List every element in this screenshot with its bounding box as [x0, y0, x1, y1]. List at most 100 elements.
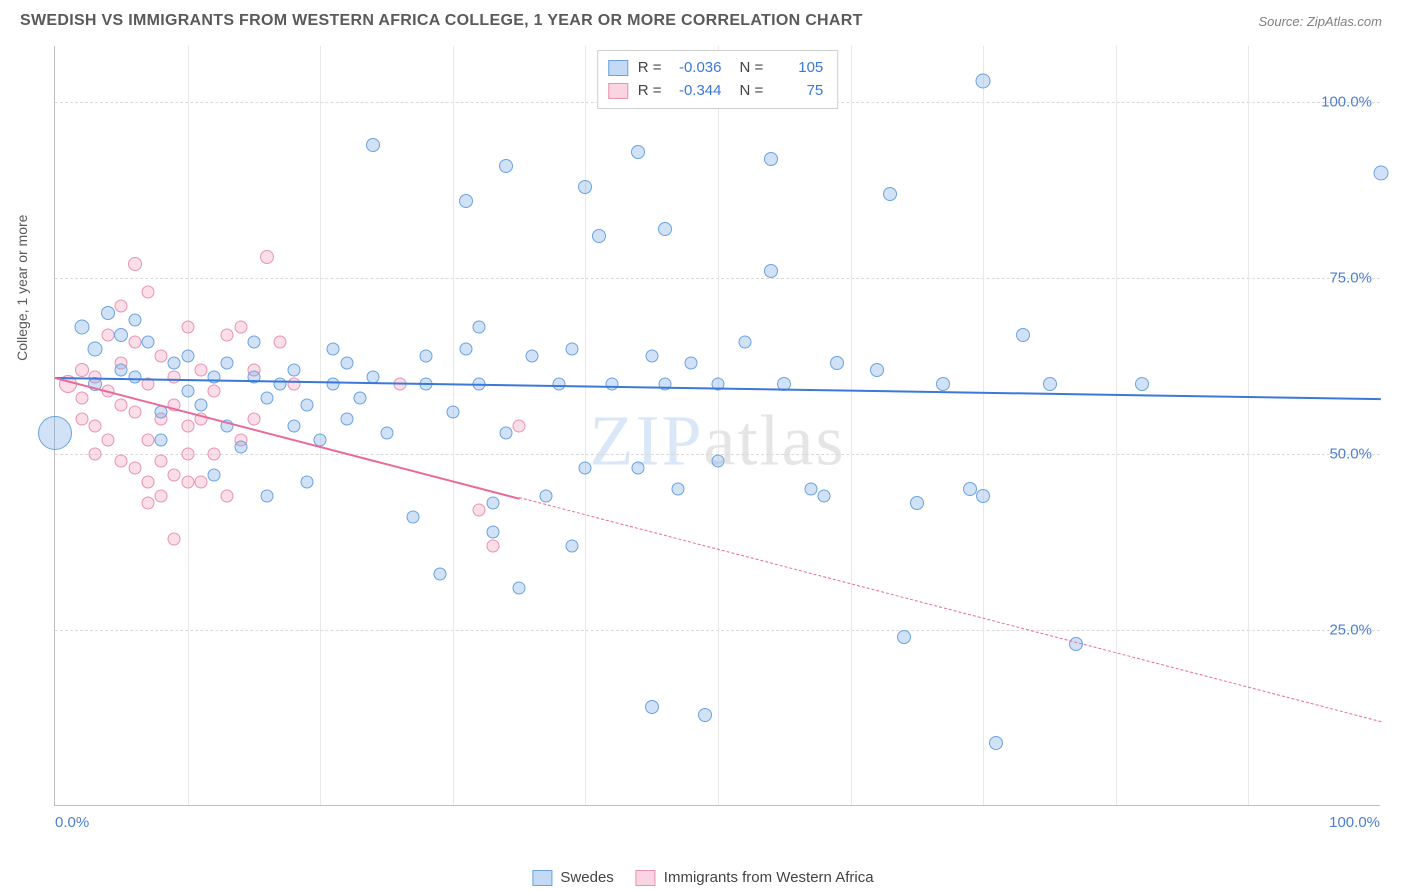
stat-n-label: N = — [740, 80, 764, 103]
point-pink — [168, 469, 181, 482]
point-blue — [712, 455, 725, 468]
stats-row: R =-0.036N =105 — [608, 57, 824, 80]
point-blue — [380, 427, 393, 440]
point-blue — [274, 377, 287, 390]
stat-r-label: R = — [638, 80, 662, 103]
gridline-v — [320, 46, 321, 805]
swatch-icon — [608, 60, 628, 76]
point-pink — [141, 476, 154, 489]
scatter-plot: ZIPatlas 0.0% 100.0% 25.0%50.0%75.0%100.… — [54, 46, 1380, 806]
stats-row: R =-0.344N =75 — [608, 80, 824, 103]
gridline-v — [1116, 46, 1117, 805]
swatch-icon — [532, 870, 552, 886]
point-pink — [208, 384, 221, 397]
point-blue — [1374, 165, 1389, 180]
point-pink — [287, 377, 300, 390]
trendline-pink — [55, 377, 520, 500]
point-blue — [420, 349, 433, 362]
legend-item: Immigrants from Western Africa — [636, 869, 874, 886]
source-link[interactable]: ZipAtlas.com — [1307, 14, 1382, 29]
point-blue — [128, 370, 141, 383]
gridline-v — [585, 46, 586, 805]
point-blue — [407, 511, 420, 524]
point-blue — [526, 349, 539, 362]
point-pink — [75, 412, 88, 425]
point-blue — [353, 391, 366, 404]
point-pink — [115, 455, 128, 468]
stat-r-label: R = — [638, 57, 662, 80]
point-blue — [366, 138, 380, 152]
point-blue — [300, 476, 313, 489]
point-blue — [287, 420, 300, 433]
point-blue — [592, 229, 606, 243]
point-pink — [128, 335, 141, 348]
point-blue — [645, 349, 658, 362]
source-label: Source: ZipAtlas.com — [1258, 14, 1382, 29]
point-blue — [459, 194, 473, 208]
point-blue — [433, 567, 446, 580]
gridline-v — [851, 46, 852, 805]
point-pink — [88, 420, 101, 433]
point-blue — [963, 482, 977, 496]
point-blue — [738, 335, 751, 348]
point-blue — [168, 356, 181, 369]
point-blue — [897, 630, 911, 644]
point-pink — [155, 490, 168, 503]
point-blue — [1135, 377, 1149, 391]
point-blue — [830, 356, 844, 370]
point-pink — [115, 398, 128, 411]
y-tick-label: 25.0% — [1329, 622, 1372, 639]
point-pink — [168, 532, 181, 545]
point-blue — [764, 264, 778, 278]
gridline-v — [1248, 46, 1249, 805]
gridline-v — [718, 46, 719, 805]
point-blue — [181, 384, 194, 397]
swatch-icon — [608, 83, 628, 99]
x-tick-min: 0.0% — [55, 814, 89, 831]
legend: Swedes Immigrants from Western Africa — [532, 869, 873, 886]
point-blue — [155, 434, 168, 447]
point-blue — [870, 363, 884, 377]
point-blue — [327, 377, 340, 390]
point-pink — [486, 539, 499, 552]
y-axis-label: College, 1 year or more — [14, 215, 30, 361]
point-pink — [75, 391, 88, 404]
point-blue — [658, 222, 672, 236]
legend-label: Swedes — [560, 869, 613, 886]
point-blue — [114, 328, 128, 342]
point-blue — [672, 483, 685, 496]
y-tick-label: 75.0% — [1329, 270, 1372, 287]
gridline-v — [453, 46, 454, 805]
point-blue — [234, 441, 247, 454]
point-blue — [513, 581, 526, 594]
point-blue — [141, 335, 154, 348]
legend-item: Swedes — [532, 869, 613, 886]
point-pink — [75, 363, 89, 377]
point-pink — [128, 257, 142, 271]
point-pink — [141, 286, 154, 299]
point-blue — [300, 398, 313, 411]
point-blue — [631, 145, 645, 159]
point-pink — [168, 370, 181, 383]
point-blue — [38, 416, 72, 450]
point-blue — [460, 342, 473, 355]
point-pink — [234, 321, 247, 334]
point-blue — [645, 700, 659, 714]
y-tick-label: 50.0% — [1329, 446, 1372, 463]
point-pink — [155, 349, 168, 362]
point-pink — [208, 448, 221, 461]
point-blue — [632, 462, 645, 475]
point-pink — [194, 476, 207, 489]
stat-r-value: -0.344 — [672, 80, 722, 103]
point-pink — [102, 328, 115, 341]
point-blue — [1043, 377, 1057, 391]
legend-label: Immigrants from Western Africa — [664, 869, 874, 886]
point-blue — [552, 377, 565, 390]
point-blue — [261, 490, 274, 503]
point-blue — [261, 391, 274, 404]
point-blue — [579, 462, 592, 475]
point-pink — [128, 405, 141, 418]
point-blue — [221, 356, 234, 369]
trendline-pink-dashed — [519, 497, 1381, 722]
point-blue — [539, 490, 552, 503]
